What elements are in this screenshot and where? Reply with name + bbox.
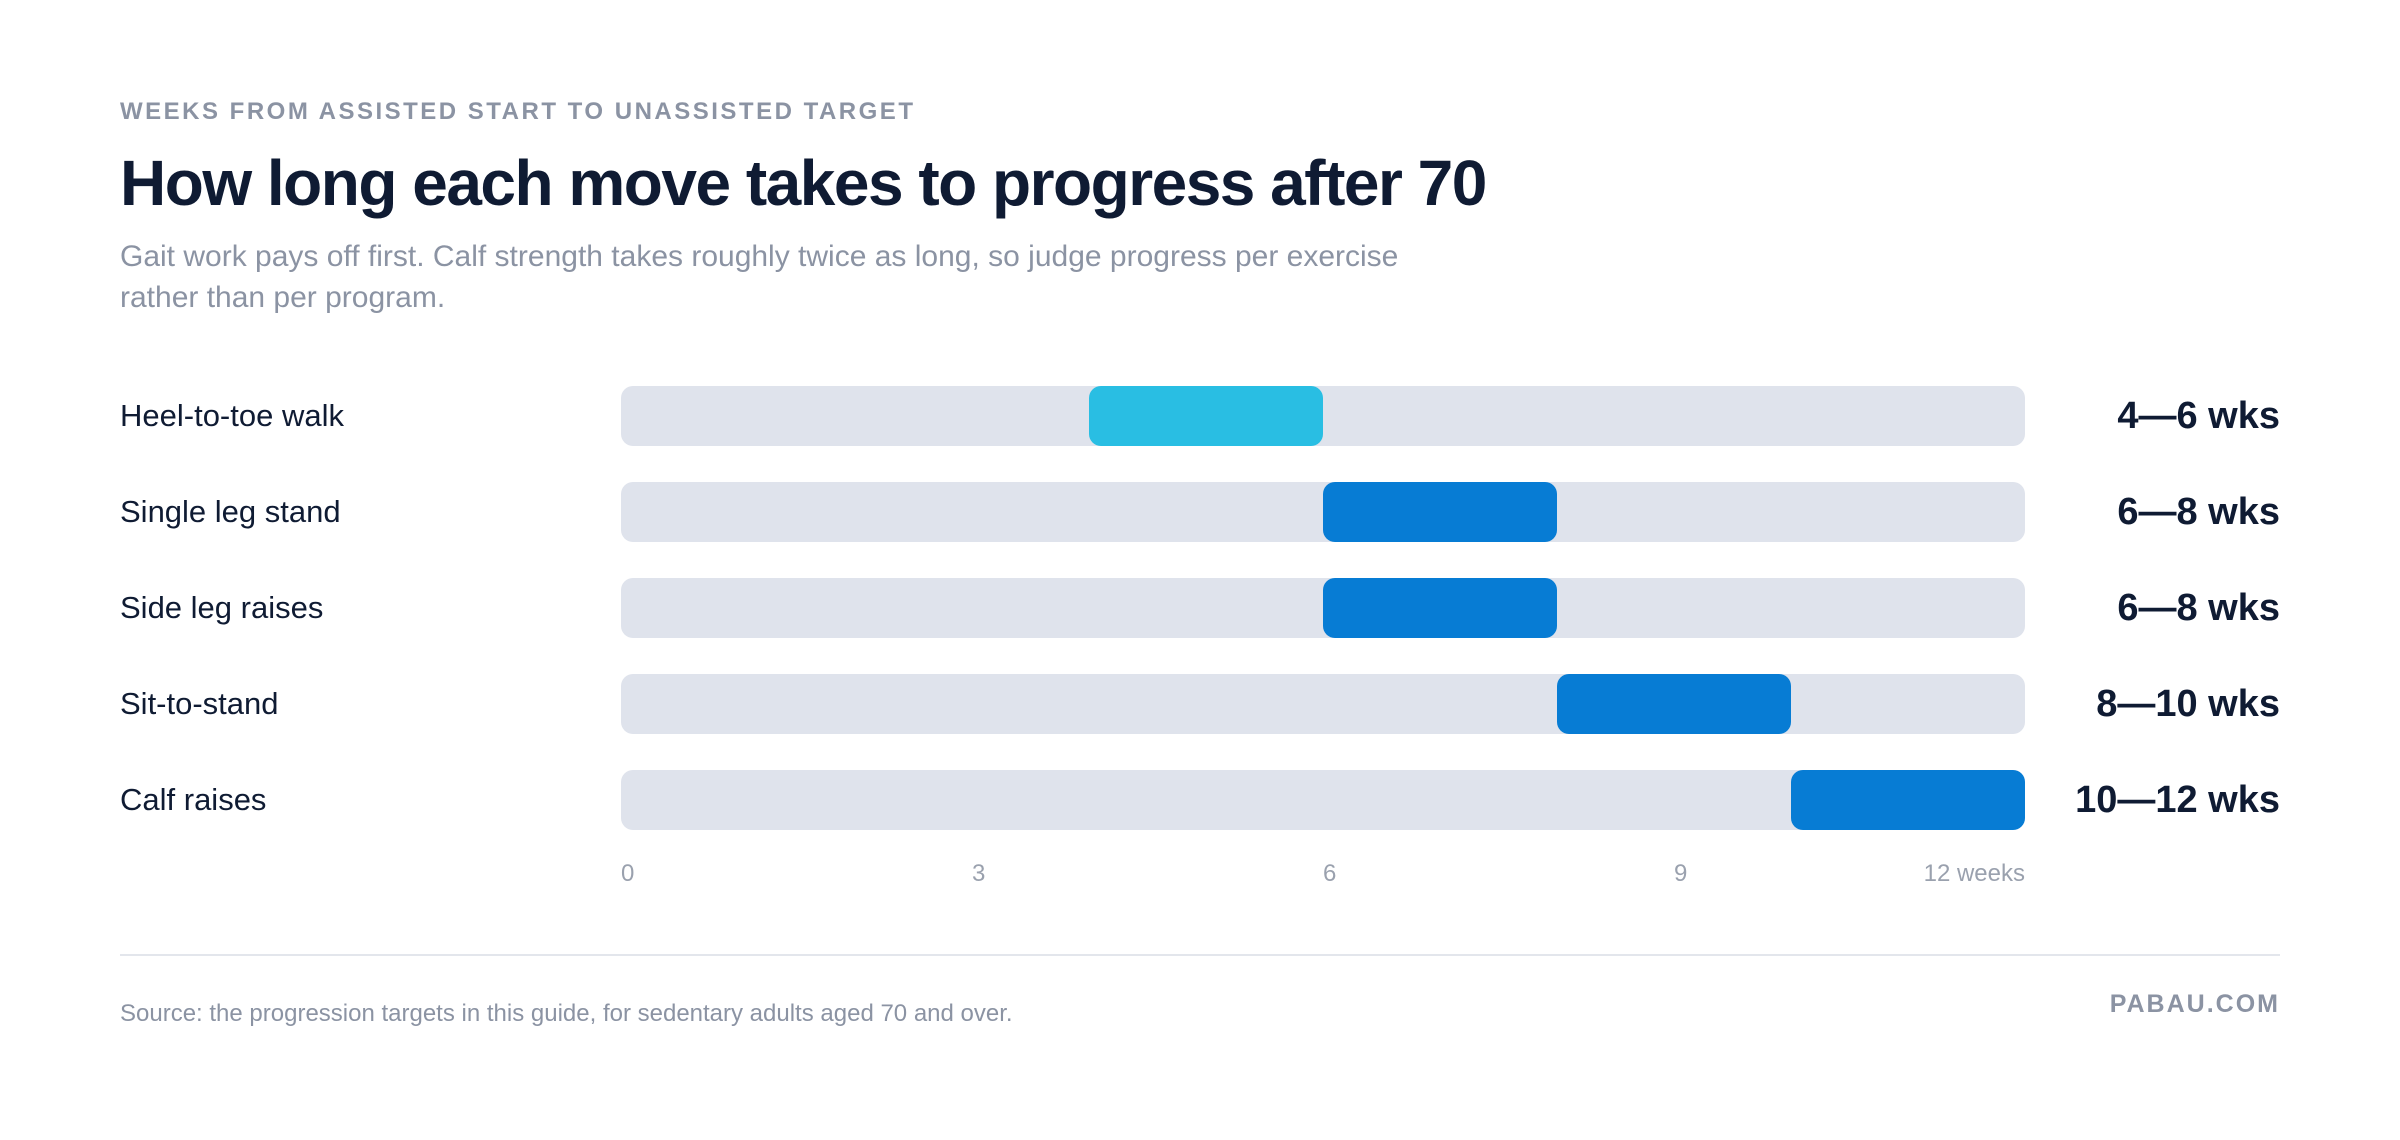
bar-track	[621, 578, 2025, 638]
range-value-label: 10—12 wks	[2075, 779, 2280, 821]
range-value-label: 6—8 wks	[2117, 491, 2280, 533]
x-tick-label: 0	[621, 860, 635, 887]
category-label: Calf raises	[120, 782, 267, 817]
chart-row: Sit-to-stand 8—10 wks	[120, 674, 2280, 734]
range-bar	[1323, 578, 1557, 638]
range-value-label: 8—10 wks	[2096, 683, 2280, 725]
range-bar	[1089, 386, 1323, 446]
footer-divider	[120, 954, 2280, 956]
chart-eyebrow: WEEKS FROM ASSISTED START TO UNASSISTED …	[120, 98, 916, 125]
chart-row: Calf raises 10—12 wks	[120, 770, 2280, 830]
range-value-label: 4—6 wks	[2117, 395, 2280, 437]
x-tick-label: 6	[1323, 860, 1337, 887]
category-label: Sit-to-stand	[120, 686, 279, 721]
bar-track	[621, 770, 2025, 830]
chart-card: WEEKS FROM ASSISTED START TO UNASSISTED …	[120, 0, 2280, 1140]
range-bar	[1557, 674, 1791, 734]
category-label: Single leg stand	[120, 494, 341, 529]
chart-row: Single leg stand 6—8 wks	[120, 482, 2280, 542]
bar-track	[621, 386, 2025, 446]
range-value-label: 6—8 wks	[2117, 587, 2280, 629]
range-bar	[1323, 482, 1557, 542]
category-label: Side leg raises	[120, 590, 324, 625]
chart-title: How long each move takes to progress aft…	[120, 147, 1487, 219]
chart-subtitle: Gait work pays off first. Calf strength …	[120, 240, 1399, 314]
x-tick-label: 9	[1674, 860, 1688, 887]
category-label: Heel-to-toe walk	[120, 398, 344, 433]
bar-track	[621, 674, 2025, 734]
x-axis: 0 3 6 9 12 weeks	[621, 860, 2025, 890]
x-tick-label: 12 weeks	[1923, 860, 2025, 887]
source-note: Source: the progression targets in this …	[120, 1000, 1013, 1027]
x-tick-label: 3	[972, 860, 986, 887]
chart-row: Side leg raises 6—8 wks	[120, 578, 2280, 638]
range-bar	[1791, 770, 2025, 830]
chart-row: Heel-to-toe walk 4—6 wks	[120, 386, 2280, 446]
brand-mark: PABAU.COM	[2109, 990, 2280, 1018]
bar-track	[621, 482, 2025, 542]
